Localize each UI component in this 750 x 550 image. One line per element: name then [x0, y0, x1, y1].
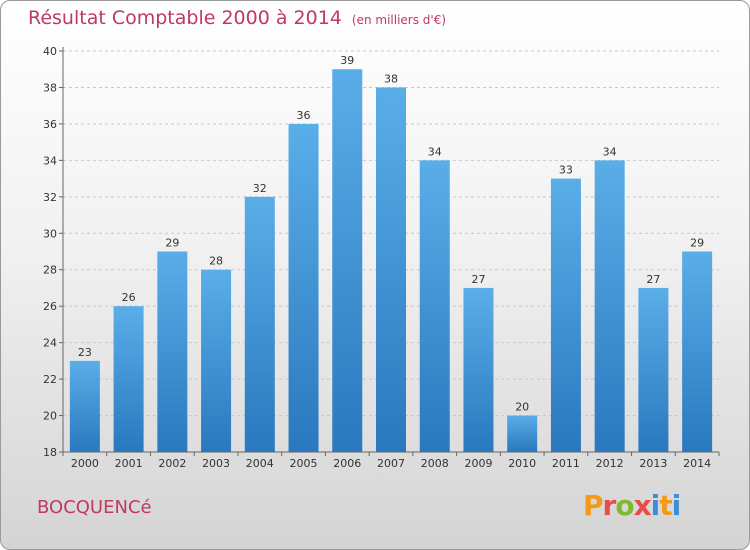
title-main: Résultat Comptable 2000 à 2014: [28, 7, 342, 29]
y-tick-label: 28: [43, 264, 57, 277]
bar-2003: [201, 269, 232, 452]
value-label-2009: 27: [471, 273, 485, 286]
bar-2008: [419, 160, 450, 452]
value-label-2000: 23: [78, 346, 92, 359]
value-label-2006: 39: [340, 54, 354, 67]
x-tick-label-2007: 2007: [377, 457, 405, 470]
x-tick-label-2004: 2004: [246, 457, 274, 470]
title-unit: (en milliers d'€): [351, 13, 447, 27]
x-tick-label-2002: 2002: [158, 457, 186, 470]
value-label-2008: 34: [428, 145, 442, 158]
bar-2007: [376, 87, 406, 453]
y-tick-label: 34: [43, 154, 57, 167]
y-tick-label: 26: [43, 300, 57, 313]
chart-title: Résultat Comptable 2000 à 2014 (en millie…: [28, 7, 446, 29]
value-label-2007: 38: [384, 72, 398, 85]
bar-2013: [638, 287, 669, 452]
value-label-2014: 29: [690, 237, 704, 250]
x-tick-label-2000: 2000: [71, 457, 99, 470]
value-label-2005: 36: [297, 109, 311, 122]
value-label-2010: 20: [515, 401, 529, 414]
y-tick-label: 32: [43, 191, 57, 204]
x-tick-label-2008: 2008: [421, 457, 449, 470]
y-tick-label: 22: [43, 373, 57, 386]
x-tick-label-2014: 2014: [683, 457, 711, 470]
bar-2005: [288, 123, 319, 452]
value-label-2002: 29: [165, 237, 179, 250]
bar-2012: [594, 160, 625, 452]
bar-2002: [157, 251, 188, 452]
y-tick-label: 36: [43, 118, 57, 131]
x-tick-label-2009: 2009: [464, 457, 492, 470]
y-tick-label: 24: [43, 337, 57, 350]
x-tick-label-2001: 2001: [115, 457, 143, 470]
commune-name: BOCQUENCé: [37, 497, 152, 518]
value-label-2003: 28: [209, 255, 223, 268]
y-tick-label: 18: [43, 446, 57, 459]
x-tick-label-2013: 2013: [639, 457, 667, 470]
bar-2001: [113, 306, 144, 452]
value-label-2011: 33: [559, 164, 573, 177]
bar-2010: [507, 415, 538, 452]
y-tick-label: 38: [43, 81, 57, 94]
y-tick-label: 30: [43, 227, 57, 240]
value-label-2004: 32: [253, 182, 267, 195]
bar-2000: [69, 360, 100, 452]
bar-2011: [550, 178, 581, 452]
x-tick-label-2006: 2006: [333, 457, 361, 470]
bar-2009: [463, 287, 494, 452]
x-tick-label-2011: 2011: [552, 457, 580, 470]
bar-2004: [244, 196, 275, 452]
y-tick-label: 20: [43, 410, 57, 423]
bar-2014: [682, 251, 713, 452]
bar-2006: [332, 69, 363, 453]
proxiti-logo: Proxiti: [583, 489, 681, 522]
value-label-2001: 26: [122, 291, 136, 304]
value-label-2013: 27: [646, 273, 660, 286]
value-label-2012: 34: [603, 145, 617, 158]
x-tick-label-2005: 2005: [290, 457, 318, 470]
x-tick-label-2003: 2003: [202, 457, 230, 470]
y-tick-label: 40: [43, 45, 57, 58]
x-tick-label-2012: 2012: [596, 457, 624, 470]
x-tick-label-2010: 2010: [508, 457, 536, 470]
